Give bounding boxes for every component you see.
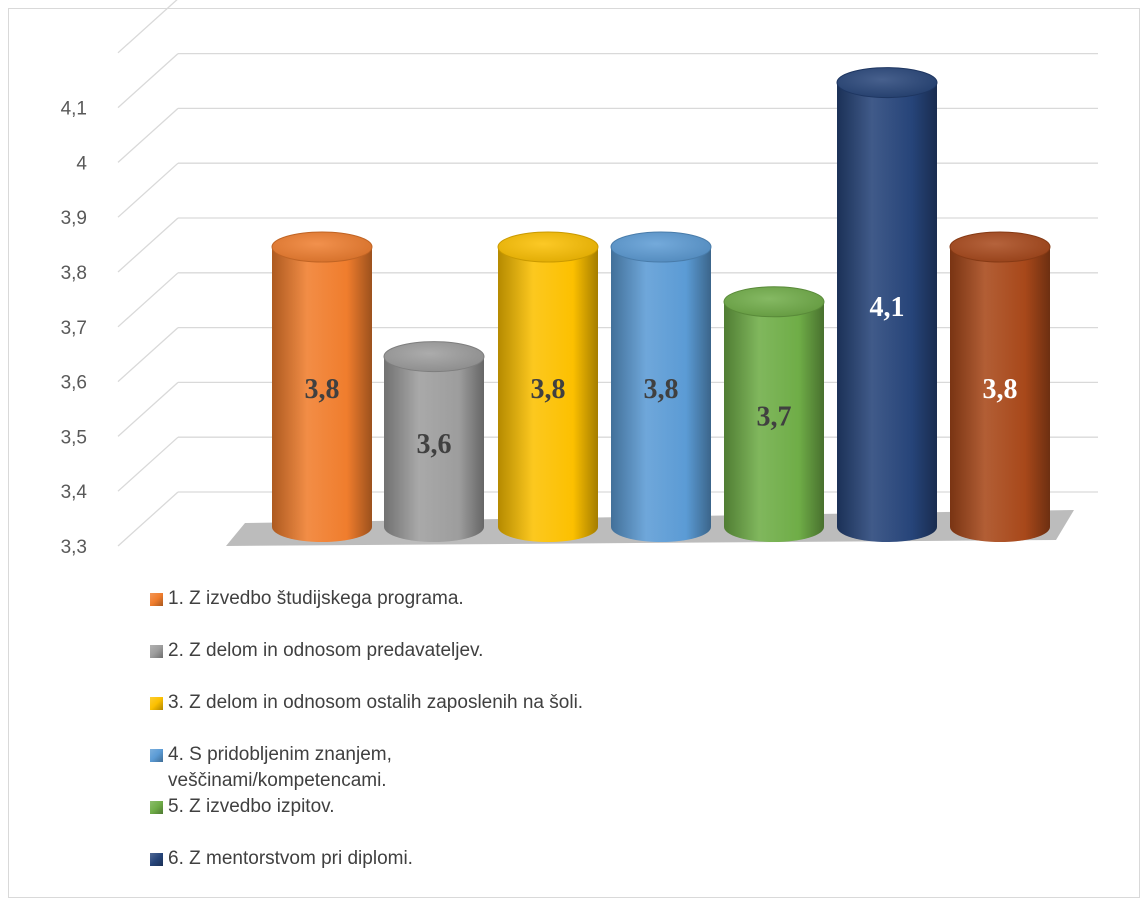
legend-label: 2. Z delom in odnosom predavateljev. [168, 640, 484, 661]
chart-frame [8, 8, 1140, 898]
legend-swatch [150, 853, 163, 866]
bars [271, 67, 1051, 542]
bar [383, 341, 485, 542]
gridline [117, 52, 1098, 109]
data-label: 3,6 [417, 429, 452, 460]
bar [836, 67, 938, 542]
legend-item: 5. Z izvedbo izpitov. [150, 794, 335, 820]
data-label: 3,8 [305, 374, 340, 405]
data-label: 4,1 [870, 292, 905, 323]
legend-item: 3. Z delom in odnosom ostalih zaposlenih… [150, 690, 583, 716]
data-label: 3,7 [757, 401, 792, 432]
legend-label: 1. Z izvedbo študijskega programa. [168, 588, 464, 609]
bar [723, 286, 825, 542]
data-label: 3,8 [644, 374, 679, 405]
gridline [117, 107, 1098, 163]
bar [949, 231, 1051, 542]
legend-label: 6. Z mentorstvom pri diplomi. [168, 848, 413, 869]
legend-swatch [150, 801, 163, 814]
gridline [117, 217, 1098, 273]
legend-label: 4. S pridobljenim znanjem, veščinami/kom… [168, 744, 392, 791]
y-tick-label: 3,7 [61, 318, 87, 339]
gridline [117, 162, 1098, 218]
bar [610, 231, 712, 542]
legend-item: 4. S pridobljenim znanjem, veščinami/kom… [150, 742, 392, 794]
gridline [117, 0, 178, 54]
bar-body [950, 247, 1050, 542]
bar-top [271, 231, 373, 263]
bar-body [272, 247, 372, 542]
bar-body [611, 247, 711, 542]
y-tick-label: 3,6 [61, 373, 87, 394]
bar-top [949, 231, 1051, 263]
bar-body [724, 301, 824, 542]
bar [271, 231, 373, 542]
y-axis: 3,3 3,4 3,5 3,6 3,7 3,8 3,9 4 4,1 [61, 99, 88, 558]
bar-body [837, 82, 937, 542]
bar-top [723, 286, 825, 318]
bar-top [383, 341, 485, 373]
bar-body [498, 247, 598, 542]
legend-swatch [150, 593, 163, 606]
y-tick-label: 3,9 [61, 208, 87, 229]
bar-top [610, 231, 712, 263]
bar-top [497, 231, 599, 263]
y-tick-label: 4,1 [61, 99, 87, 120]
y-tick-label: 3,4 [61, 482, 88, 503]
legend-item: 2. Z delom in odnosom predavateljev. [150, 638, 483, 664]
data-labels: 3,8 3,6 3,8 3,8 3,7 4,1 3,8 [305, 292, 1018, 460]
y-tick-label: 3,3 [61, 537, 87, 558]
y-tick-label: 4 [76, 153, 87, 174]
bar [497, 231, 599, 542]
data-label: 3,8 [531, 374, 566, 405]
legend-item: 6. Z mentorstvom pri diplomi. [150, 846, 413, 872]
y-tick-label: 3,5 [61, 427, 87, 448]
bar-body [384, 356, 484, 542]
legend-swatch [150, 645, 163, 658]
data-label: 3,8 [983, 374, 1018, 405]
legend-swatch [150, 749, 163, 762]
legend-item: 1. Z izvedbo študijskega programa. [150, 586, 464, 612]
bar-top [836, 67, 938, 99]
legend-label: 3. Z delom in odnosom ostalih zaposlenih… [168, 692, 584, 713]
y-tick-label: 3,8 [61, 263, 87, 284]
legend-swatch [150, 697, 163, 710]
legend-label: 5. Z izvedbo izpitov. [168, 796, 335, 817]
